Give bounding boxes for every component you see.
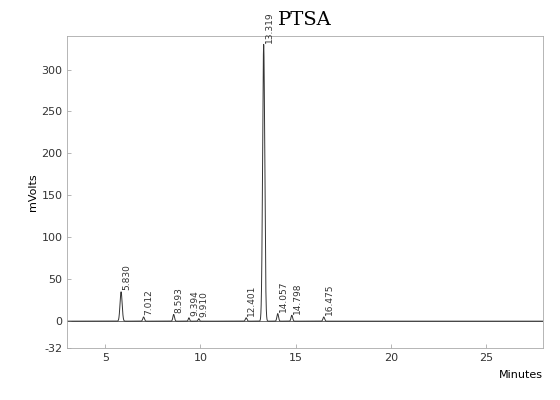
Text: 12.401: 12.401 bbox=[247, 285, 256, 316]
Text: Minutes: Minutes bbox=[499, 370, 543, 380]
Text: 5.830: 5.830 bbox=[122, 264, 131, 290]
Text: 16.475: 16.475 bbox=[325, 284, 334, 315]
Y-axis label: mVolts: mVolts bbox=[29, 173, 39, 211]
Title: PTSA: PTSA bbox=[278, 11, 332, 29]
Text: 7.012: 7.012 bbox=[144, 290, 153, 315]
Text: 14.057: 14.057 bbox=[279, 280, 288, 312]
Text: 9.910: 9.910 bbox=[200, 291, 209, 317]
Text: 13.319: 13.319 bbox=[265, 11, 274, 43]
Text: 9.394: 9.394 bbox=[190, 290, 199, 316]
Text: 14.798: 14.798 bbox=[293, 282, 302, 314]
Text: 8.593: 8.593 bbox=[175, 287, 184, 313]
